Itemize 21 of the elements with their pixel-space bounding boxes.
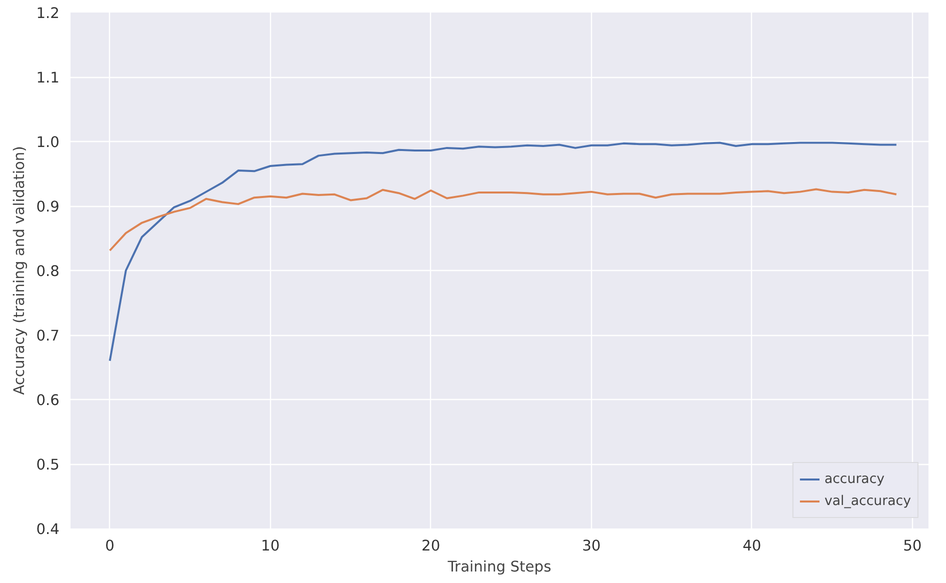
y-tick-label: 0.5 xyxy=(36,456,60,474)
y-tick-label: 0.8 xyxy=(36,263,60,280)
x-tick-label: 0 xyxy=(105,538,114,554)
y-tick-label: 0.6 xyxy=(36,392,60,409)
x-tick-label: 10 xyxy=(261,538,280,554)
legend-label: accuracy xyxy=(824,472,885,486)
legend-label: val_accuracy xyxy=(824,494,911,508)
y-tick-label: 0.7 xyxy=(36,328,60,344)
y-tick-label: 1.0 xyxy=(36,134,60,151)
y-tick-label: 1.2 xyxy=(36,5,60,22)
y-tick-label: 0.9 xyxy=(36,198,60,216)
x-tick-label: 30 xyxy=(582,538,601,554)
line-series xyxy=(108,142,898,362)
y-axis-title: Accuracy (training and validation) xyxy=(11,146,28,395)
x-tick-label: 40 xyxy=(742,538,762,554)
x-axis-title: Training Steps xyxy=(446,558,552,576)
x-tick-label: 50 xyxy=(903,538,922,554)
line-series xyxy=(108,188,898,252)
x-tick-label: 20 xyxy=(422,538,440,554)
y-tick-label: 1.1 xyxy=(36,70,60,86)
y-tick-label: 0.4 xyxy=(36,521,60,538)
